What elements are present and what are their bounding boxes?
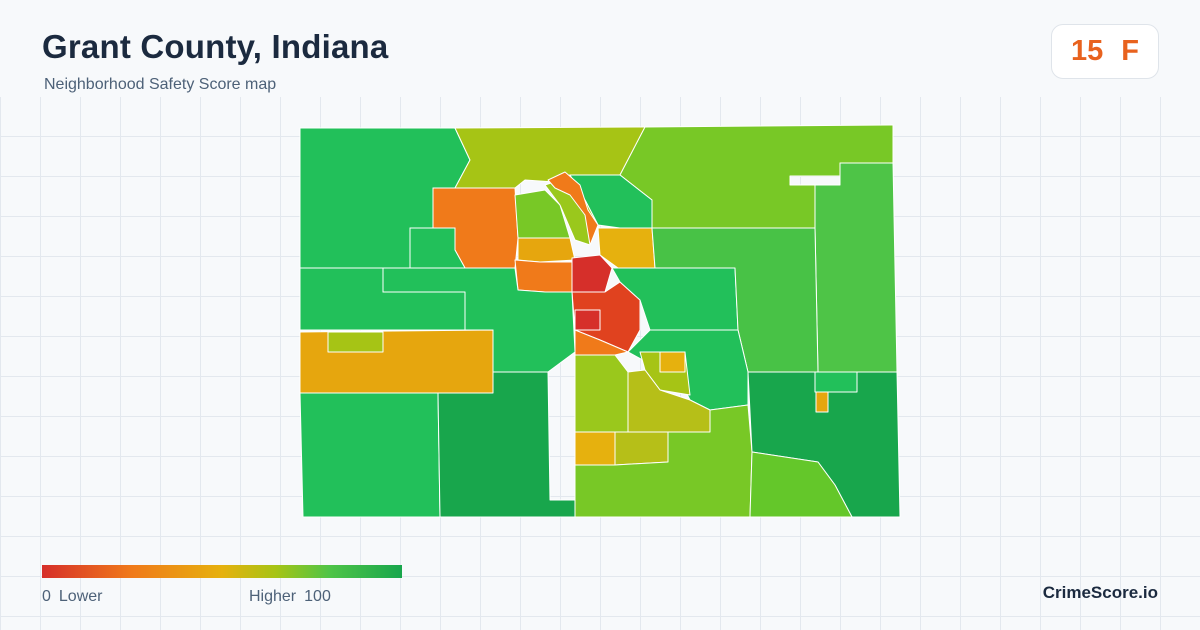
legend-max: Higher 100 <box>249 588 331 606</box>
brand-logo[interactable]: CrimeScore.io <box>1042 583 1158 602</box>
tract-north-city-corridor[interactable] <box>547 171 599 246</box>
tract-south-city[interactable] <box>327 331 384 353</box>
page-title: Grant County, Indiana <box>42 28 389 65</box>
score-grade: F <box>1121 35 1139 67</box>
legend-min-label: Lower <box>58 588 103 605</box>
tract-east-strip[interactable] <box>814 371 858 393</box>
page-subtitle: Neighborhood Safety Score map <box>44 76 277 93</box>
tract-south-east-2[interactable] <box>749 451 853 518</box>
tract-south-central[interactable] <box>574 431 616 466</box>
legend-color-bar <box>42 565 402 578</box>
tract-southwest[interactable] <box>299 392 441 518</box>
tract-city-core-2[interactable] <box>574 329 629 356</box>
legend-min-value: 0 <box>42 588 51 605</box>
legend-max-label: Higher <box>249 588 297 605</box>
tract-small-east[interactable] <box>815 391 829 413</box>
tract-south-central[interactable] <box>574 404 753 518</box>
legend-max-value: 100 <box>304 588 331 605</box>
tract-south-west-2[interactable] <box>437 371 576 518</box>
legend-min: 0 Lower <box>42 588 102 606</box>
tract-west-central[interactable] <box>409 227 466 269</box>
tract-north-city-1[interactable] <box>517 237 576 263</box>
header: Grant County, Indiana Neighborhood Safet… <box>0 0 1200 97</box>
tract-south-central[interactable] <box>574 354 629 433</box>
score-badge: 15 F <box>1051 24 1159 79</box>
tract-south-city[interactable] <box>659 351 686 373</box>
tract-south-city[interactable] <box>614 431 669 466</box>
score-value: 15 <box>1071 35 1104 67</box>
tract-city-core-1[interactable] <box>571 254 613 293</box>
tract-east-strip[interactable] <box>814 162 898 373</box>
tract-city-west[interactable] <box>514 259 576 293</box>
tract-city-core-3[interactable] <box>574 309 601 331</box>
